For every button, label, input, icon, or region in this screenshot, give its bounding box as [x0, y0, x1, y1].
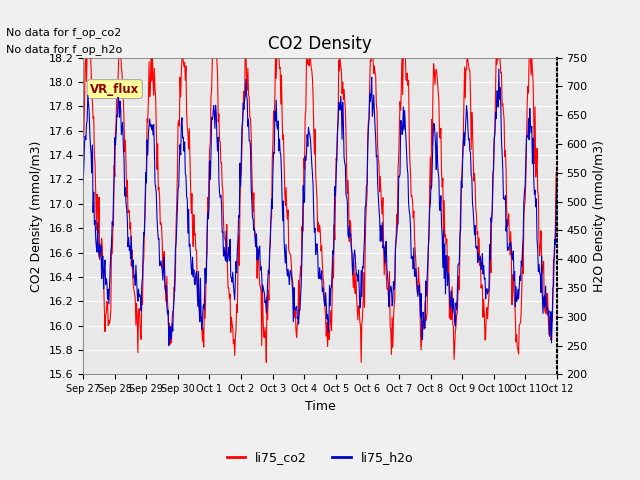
Text: No data for f_op_h2o: No data for f_op_h2o: [6, 44, 123, 55]
Legend: li75_co2, li75_h2o: li75_co2, li75_h2o: [221, 446, 419, 469]
Y-axis label: H2O Density (mmol/m3): H2O Density (mmol/m3): [593, 140, 606, 292]
X-axis label: Time: Time: [305, 400, 335, 413]
Text: VR_flux: VR_flux: [90, 83, 140, 96]
Y-axis label: CO2 Density (mmol/m3): CO2 Density (mmol/m3): [30, 140, 43, 292]
Text: No data for f_op_co2: No data for f_op_co2: [6, 27, 122, 38]
Title: CO2 Density: CO2 Density: [268, 35, 372, 53]
